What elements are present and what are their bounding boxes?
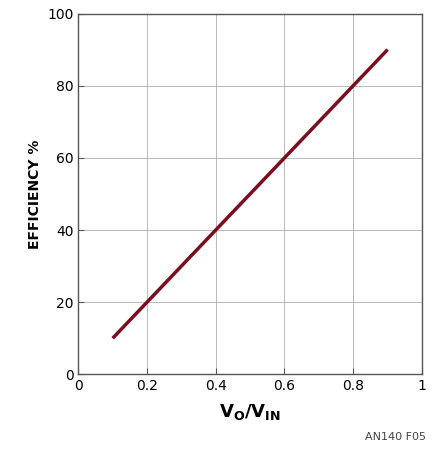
- Y-axis label: EFFICIENCY %: EFFICIENCY %: [27, 139, 41, 249]
- Text: AN140 F05: AN140 F05: [365, 432, 425, 442]
- X-axis label: $\mathbf{V_O/V_{IN}}$: $\mathbf{V_O/V_{IN}}$: [219, 401, 280, 422]
